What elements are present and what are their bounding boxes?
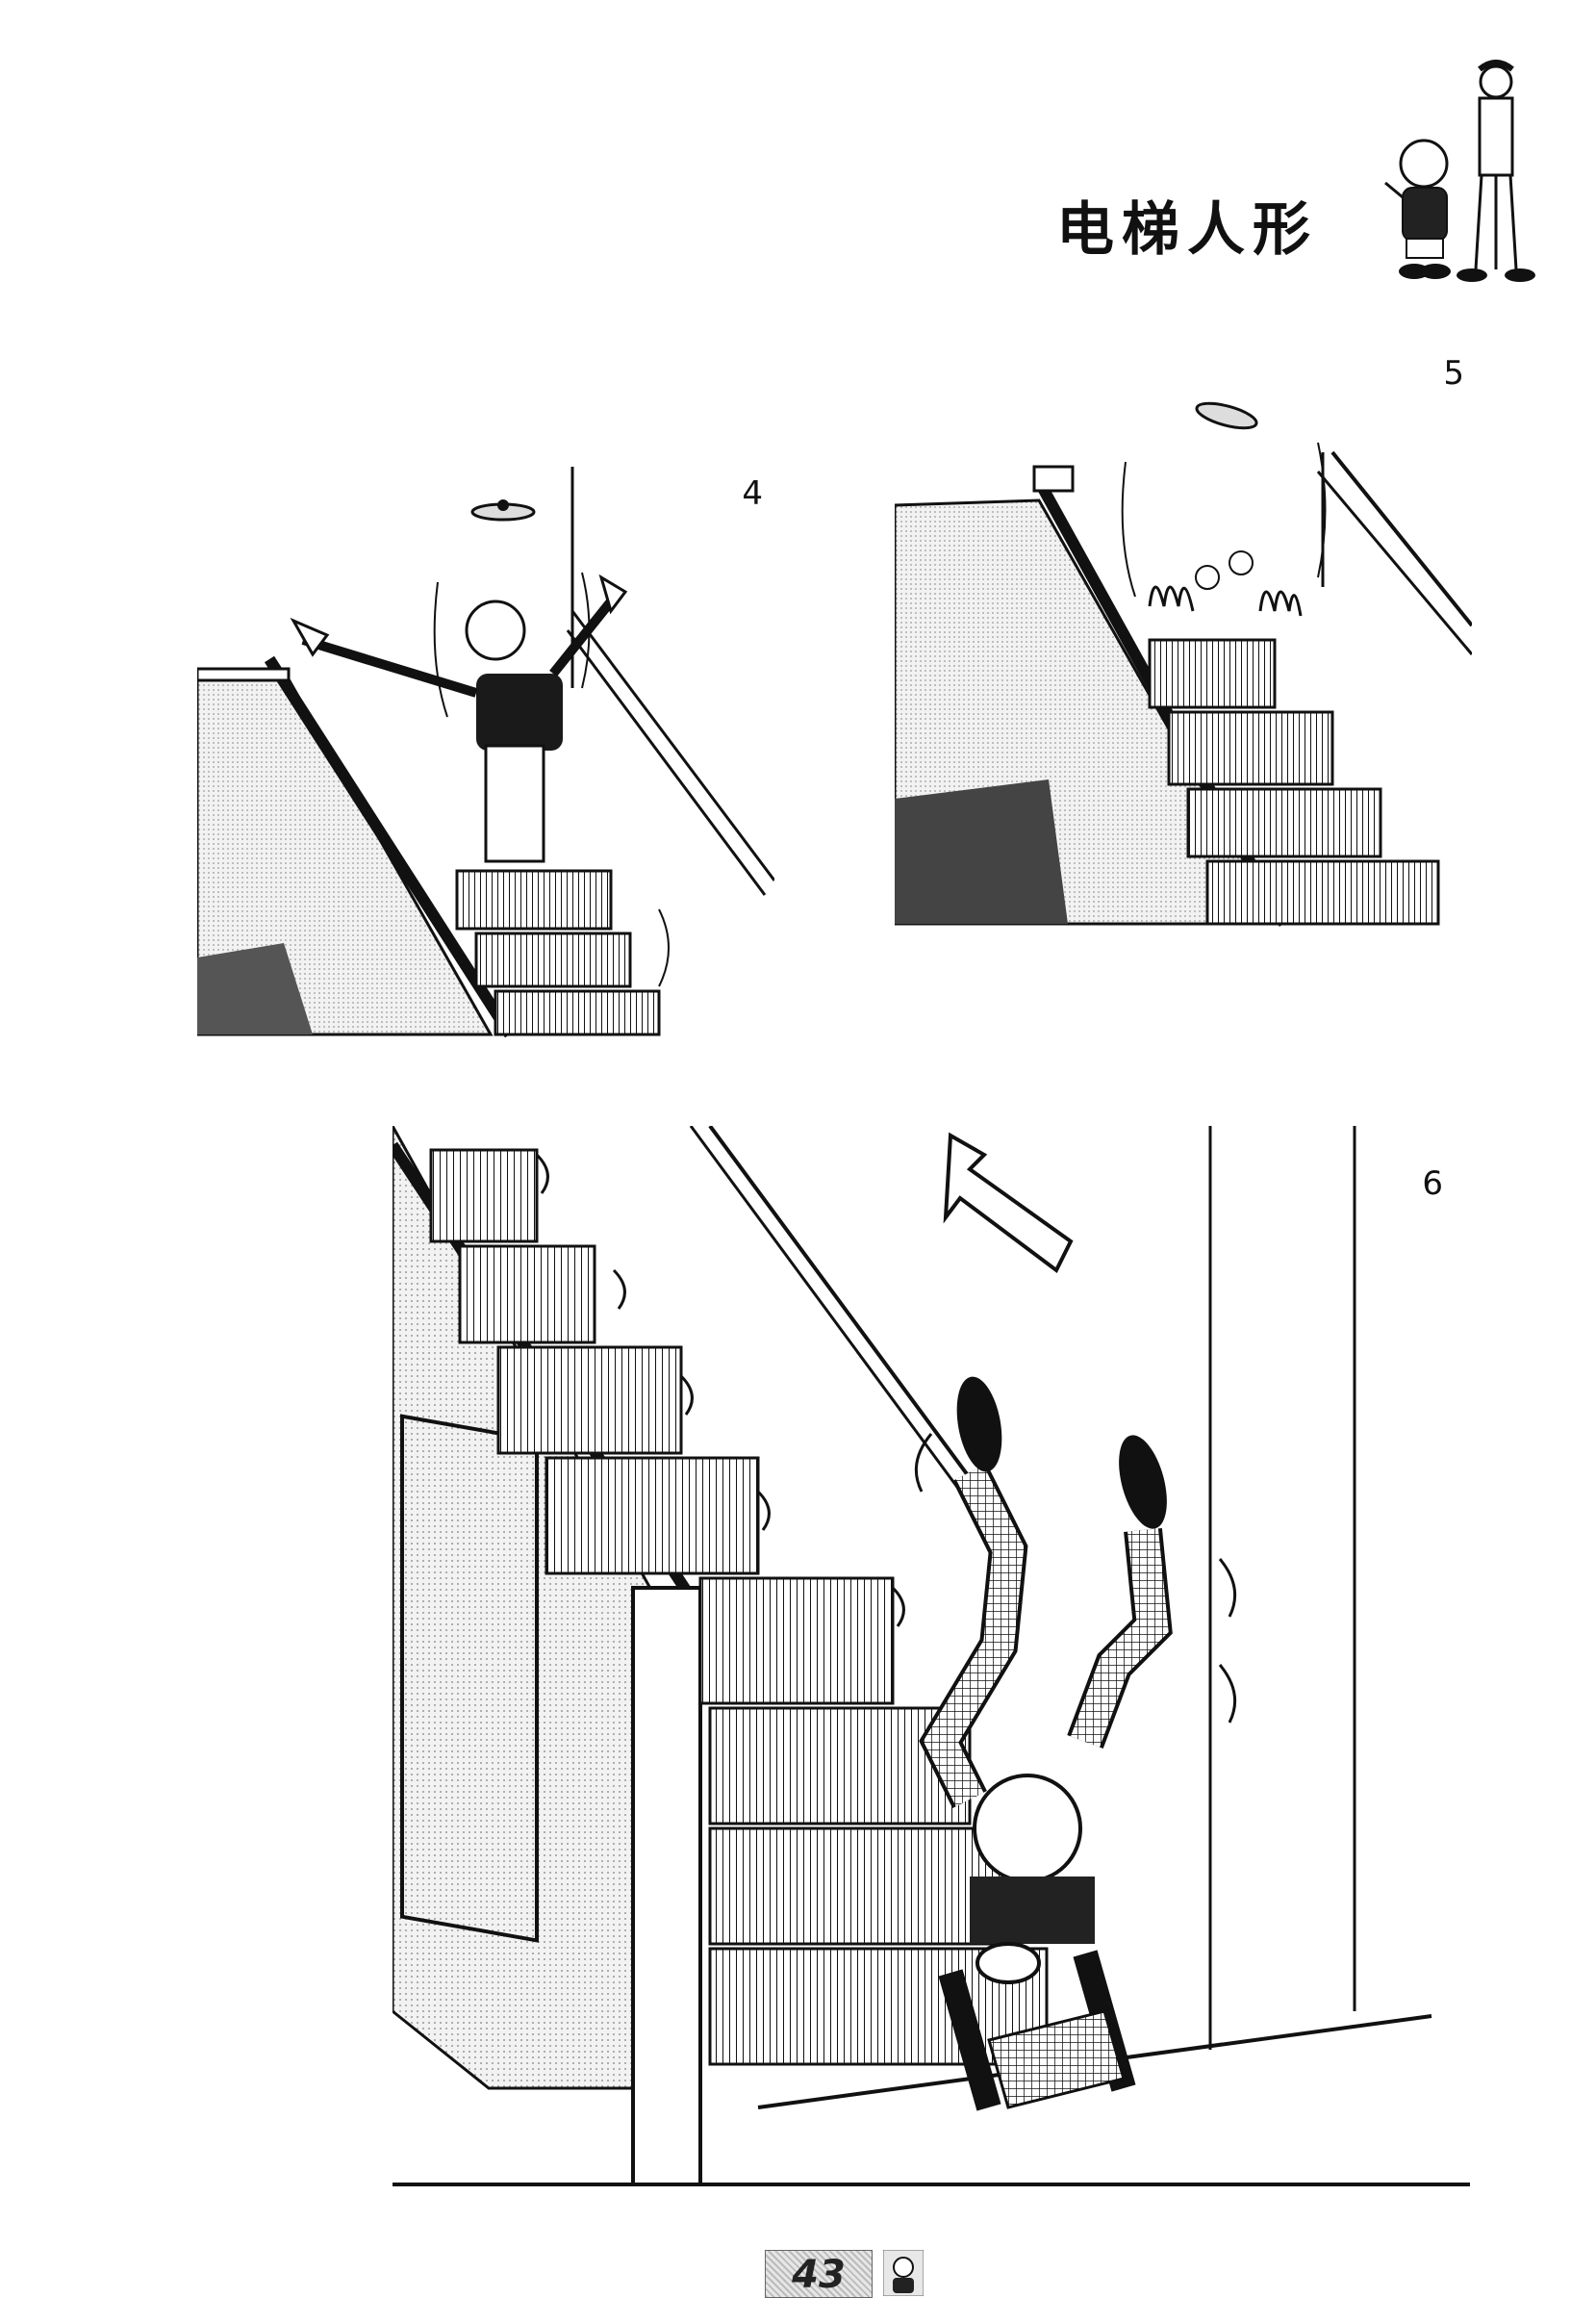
panel-number: 4 (742, 474, 763, 513)
panel-number: 6 (1422, 1164, 1443, 1203)
comic-panel-5: 5 (895, 346, 1472, 929)
comic-panel-4: 4 (197, 467, 774, 1039)
page-number: 43 (792, 2253, 846, 2297)
bottom-rule (393, 2183, 1470, 2186)
escalator-upside-down-man-illustration (393, 1126, 1432, 2184)
page-number-badge: 43 (765, 2250, 873, 2298)
character-face-icon (883, 2250, 924, 2296)
escalator-man-illustration (197, 467, 774, 1038)
comic-panel-6: 6 (393, 1126, 1470, 2184)
page-title: 电梯人形 (1056, 196, 1318, 264)
mascot-characters-icon (1384, 60, 1535, 282)
escalator-hands-illustration (895, 401, 1472, 927)
panel-number: 5 (1443, 354, 1464, 393)
